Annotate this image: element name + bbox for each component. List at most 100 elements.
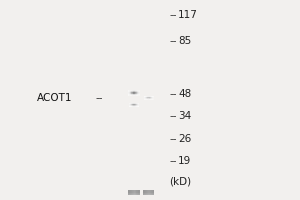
Bar (150, 191, 152, 193)
Bar (143, 190, 144, 193)
Bar (132, 190, 133, 193)
Bar (138, 94, 139, 95)
Text: 26: 26 (178, 134, 191, 144)
Bar (138, 190, 140, 192)
Bar (138, 190, 140, 193)
Bar (129, 190, 130, 193)
Bar (138, 190, 140, 193)
Bar (143, 192, 144, 194)
Bar (137, 191, 139, 193)
Bar (138, 190, 140, 193)
Bar (136, 191, 138, 194)
Bar (145, 190, 146, 192)
Bar (148, 190, 150, 193)
Bar (149, 190, 151, 193)
Bar (129, 191, 130, 193)
Bar (148, 192, 150, 194)
Bar (146, 192, 147, 195)
Bar (138, 191, 140, 194)
Bar (134, 95, 135, 96)
Bar (145, 192, 146, 194)
Bar (131, 191, 132, 194)
Bar (151, 191, 153, 194)
Bar (133, 191, 134, 193)
Bar (137, 192, 139, 194)
Bar (130, 191, 131, 193)
Bar (145, 192, 146, 194)
Bar (150, 192, 152, 195)
Bar (153, 190, 154, 192)
Bar (147, 192, 148, 195)
Bar (130, 192, 131, 194)
Bar (129, 105, 130, 106)
Bar (144, 96, 145, 97)
Bar (136, 190, 138, 192)
Bar (153, 190, 154, 193)
Bar (133, 191, 134, 194)
Text: --: -- (95, 93, 103, 103)
Bar (134, 191, 135, 194)
Bar (136, 192, 138, 195)
Bar (147, 191, 148, 193)
Bar (151, 191, 153, 194)
Bar (146, 191, 147, 194)
Bar (148, 191, 150, 194)
Bar (152, 191, 154, 194)
Bar (151, 191, 153, 194)
Bar (148, 192, 149, 194)
Bar (152, 191, 154, 194)
Bar (151, 96, 152, 97)
Bar (149, 192, 151, 194)
Bar (138, 190, 140, 193)
Bar (129, 192, 130, 194)
Bar (148, 190, 149, 193)
Bar (149, 97, 150, 98)
Bar (129, 191, 130, 193)
Bar (128, 190, 129, 192)
Bar (129, 92, 130, 93)
Bar (152, 192, 154, 195)
Bar (144, 192, 145, 194)
Bar (137, 190, 139, 193)
Bar (147, 190, 148, 193)
Bar (136, 190, 138, 193)
Bar (146, 190, 147, 193)
Bar (148, 192, 150, 194)
Bar (143, 190, 144, 193)
Bar (151, 190, 153, 193)
Bar (145, 191, 146, 193)
Bar (146, 192, 147, 194)
Bar (135, 94, 136, 95)
Bar (148, 190, 149, 192)
Bar (145, 99, 146, 100)
Bar (137, 190, 139, 193)
Bar (132, 190, 133, 193)
Bar (129, 191, 130, 194)
Bar (150, 191, 152, 193)
Bar (132, 191, 133, 193)
Bar (146, 191, 147, 193)
Bar (131, 90, 132, 91)
Bar (150, 192, 152, 194)
Bar (131, 190, 132, 193)
Bar (135, 94, 136, 95)
Bar (148, 99, 149, 100)
Bar (153, 191, 154, 193)
Bar (129, 190, 130, 192)
Bar (148, 191, 149, 194)
Bar (152, 190, 154, 192)
Bar (128, 192, 129, 195)
Bar (148, 191, 149, 193)
Bar (153, 191, 154, 194)
Bar (145, 190, 146, 192)
Bar (134, 94, 135, 95)
Bar (136, 191, 137, 194)
Bar (132, 105, 133, 106)
Bar (149, 192, 151, 195)
Bar (137, 104, 138, 105)
Bar (131, 95, 132, 96)
Bar (137, 104, 138, 105)
Bar (130, 190, 131, 193)
Bar (133, 191, 134, 193)
Bar (149, 190, 151, 192)
